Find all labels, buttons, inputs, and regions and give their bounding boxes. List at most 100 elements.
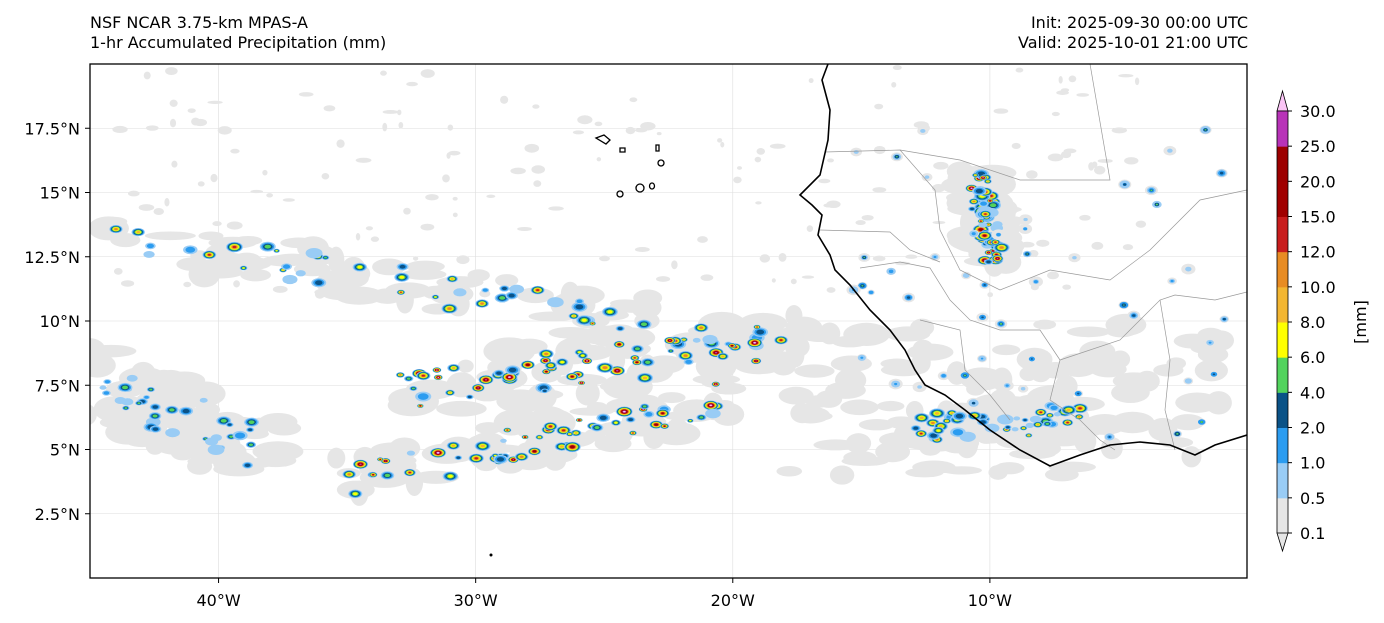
country-border bbox=[859, 261, 1061, 401]
precip-cell bbox=[683, 354, 688, 357]
colorbar-tick-label: 8.0 bbox=[1300, 313, 1325, 332]
precip-fragment bbox=[1062, 284, 1072, 290]
precip-fragment bbox=[510, 167, 526, 175]
precip-cell bbox=[731, 345, 733, 347]
precip-cell bbox=[888, 269, 894, 274]
precip-area bbox=[1175, 392, 1220, 413]
precip-cell bbox=[379, 458, 381, 460]
precip-cell bbox=[999, 322, 1003, 325]
precip-area bbox=[819, 322, 841, 345]
precip-area bbox=[946, 161, 975, 182]
precip-fragment bbox=[406, 81, 418, 87]
precip-fragment bbox=[933, 161, 949, 170]
precip-cell bbox=[1208, 341, 1212, 344]
precip-cell bbox=[482, 288, 488, 292]
precip-fragment bbox=[634, 247, 650, 253]
precip-cell bbox=[207, 253, 211, 256]
precip-cell bbox=[895, 156, 898, 158]
precip-fragment bbox=[1036, 239, 1050, 247]
precip-fragment bbox=[671, 260, 678, 270]
precip-fragment bbox=[778, 252, 787, 262]
precip-cell bbox=[126, 374, 138, 382]
precip-fragment bbox=[1068, 75, 1077, 83]
precip-fragment bbox=[165, 67, 178, 76]
precip-cell bbox=[578, 419, 580, 421]
precip-fragment bbox=[656, 276, 671, 282]
precip-cell bbox=[570, 375, 574, 378]
geography bbox=[489, 64, 1247, 557]
precip-area bbox=[1074, 429, 1097, 454]
precip-cell bbox=[533, 450, 536, 453]
precip-area bbox=[829, 465, 855, 485]
precip-fragment bbox=[1047, 153, 1064, 162]
precip-cell bbox=[1023, 227, 1028, 231]
colorbar-segment bbox=[1277, 251, 1288, 288]
precip-area bbox=[496, 389, 545, 413]
precip-cell bbox=[917, 385, 922, 389]
precip-cell bbox=[853, 150, 859, 154]
precip-fragment bbox=[754, 156, 762, 163]
precip-cell bbox=[204, 438, 207, 440]
precip-cell bbox=[618, 343, 621, 346]
precip-fragment bbox=[1026, 170, 1038, 179]
precip-fragment bbox=[769, 143, 786, 149]
precip-fragment bbox=[191, 117, 201, 126]
precip-fragment bbox=[993, 108, 1009, 114]
precip-area bbox=[110, 233, 141, 248]
precip-cell bbox=[999, 246, 1004, 249]
precip-cell bbox=[685, 359, 692, 364]
precip-fragment bbox=[759, 254, 771, 263]
precip-cell bbox=[480, 444, 485, 448]
precip-fragment bbox=[448, 150, 461, 156]
precip-fragment bbox=[861, 214, 874, 221]
precip-cell bbox=[207, 444, 225, 455]
precip-cell bbox=[709, 404, 713, 407]
colorbar-tick-label: 10.0 bbox=[1300, 278, 1336, 297]
precip-fragment bbox=[452, 196, 458, 201]
precip-cell bbox=[989, 203, 997, 208]
precip-cell bbox=[152, 427, 159, 431]
precip-fragment bbox=[755, 201, 762, 205]
precip-cell bbox=[144, 395, 149, 399]
precip-cell bbox=[699, 416, 704, 419]
precip-cell bbox=[980, 220, 982, 222]
x-tick-label: 30°W bbox=[454, 591, 498, 610]
precip-cell bbox=[501, 286, 507, 291]
precip-area bbox=[151, 381, 198, 406]
precip-cell bbox=[122, 385, 128, 390]
precip-fragment bbox=[143, 71, 151, 80]
precip-area bbox=[401, 268, 447, 280]
precip-fragment bbox=[486, 194, 496, 199]
y-tick-label: 7.5°N bbox=[35, 376, 80, 395]
precip-fragment bbox=[625, 126, 636, 135]
precip-fragment bbox=[397, 109, 402, 116]
precip-cell bbox=[480, 302, 484, 305]
precip-fragment bbox=[872, 255, 886, 262]
precip-cell bbox=[544, 352, 549, 356]
precip-fragment bbox=[720, 141, 725, 148]
precip-cell bbox=[437, 376, 439, 378]
precip-cell bbox=[548, 425, 553, 428]
precip-area bbox=[575, 381, 600, 406]
precip-cell bbox=[934, 411, 940, 415]
precip-cell bbox=[419, 405, 421, 407]
precip-cell bbox=[244, 463, 251, 467]
precip-fragment bbox=[1051, 111, 1060, 117]
precip-fragment bbox=[212, 221, 222, 227]
precip-cell bbox=[980, 201, 988, 206]
precip-cell bbox=[448, 391, 452, 394]
precip-cell bbox=[580, 354, 585, 357]
precip-fragment bbox=[145, 125, 159, 131]
precip-cell bbox=[408, 471, 412, 474]
precip-area bbox=[1079, 340, 1116, 363]
precip-cell bbox=[971, 232, 976, 236]
precip-cell bbox=[508, 293, 515, 298]
precip-cell bbox=[1023, 217, 1028, 222]
country-border bbox=[824, 64, 1111, 181]
precip-fragment bbox=[806, 225, 814, 232]
precip-cell bbox=[984, 423, 1000, 433]
colorbar-tick-label: 1.0 bbox=[1300, 454, 1325, 473]
precip-fragment bbox=[656, 132, 662, 136]
precip-cell bbox=[536, 289, 540, 292]
precip-cell bbox=[615, 369, 619, 372]
